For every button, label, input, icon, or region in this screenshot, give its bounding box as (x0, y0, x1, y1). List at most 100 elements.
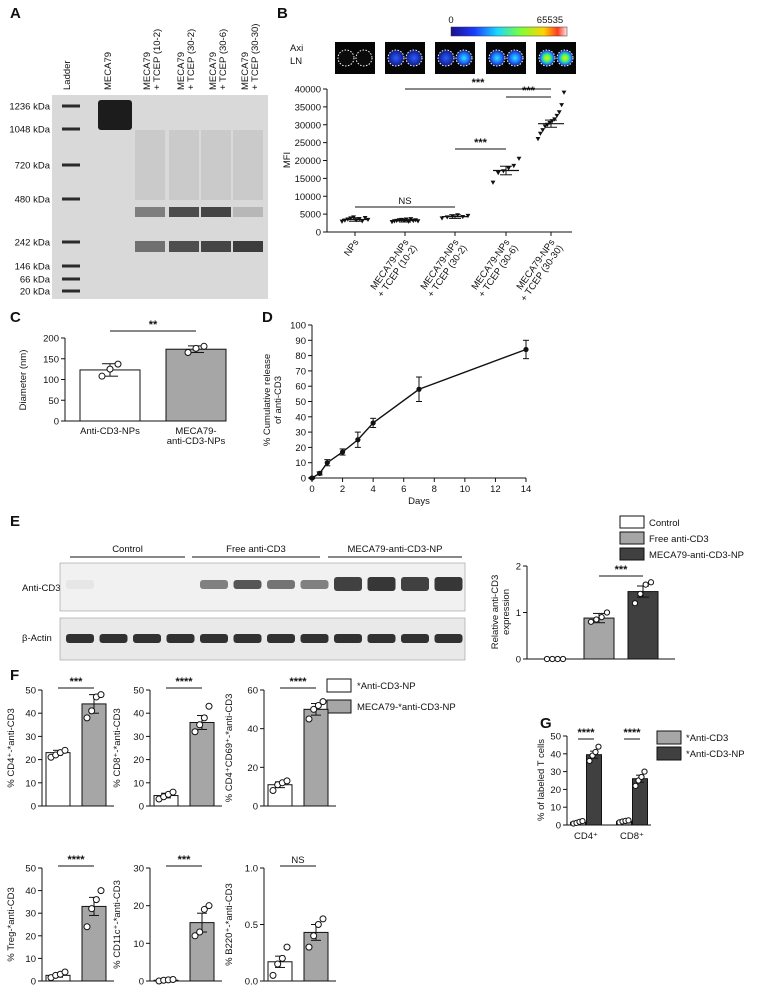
data-point-b (495, 171, 501, 176)
gel-marker-label: 242 kDa (15, 238, 51, 249)
y-tick-label-d: 0 (301, 474, 306, 485)
x-tick-label-d: 6 (401, 484, 406, 495)
y-axis-label-f2: % CD8⁺-*anti-CD3 (112, 708, 123, 787)
data-point-b (506, 166, 511, 171)
data-point-f1 (61, 746, 69, 754)
data-point-c (98, 372, 106, 380)
y-tick-label-f1: 30 (25, 732, 36, 743)
y-tick-label-b: 5000 (300, 210, 321, 221)
blot-group-label: Free anti-CD3 (226, 544, 286, 555)
data-point-f3 (269, 787, 277, 795)
significance-label-e: *** (615, 564, 629, 576)
gel-lane-label: MECA79+ TCEP (30-30) (240, 24, 261, 90)
data-point-d (324, 460, 330, 466)
y-tick-label-f5: 20 (133, 901, 144, 912)
gel-band-upper (201, 207, 231, 217)
gel-smear (135, 130, 165, 200)
y-tick-label-b: 20000 (295, 156, 321, 167)
legend-label-g: *Anti-CD3-NP (686, 749, 745, 760)
data-point-e (603, 609, 611, 616)
data-point-d (370, 420, 376, 426)
x-tick-label-b: MECA79-NPs+ TCEP (30-2) (417, 237, 469, 299)
data-point-b (439, 216, 445, 221)
blot-band-anti-cd3 (66, 580, 94, 589)
significance-label-f3: **** (289, 676, 307, 688)
data-point-e (642, 581, 649, 588)
ln-image-node (507, 50, 523, 66)
ln-image-node (388, 50, 404, 66)
y-axis-label-b: MFI (282, 152, 293, 168)
gel-marker-label: 20 kDa (20, 287, 51, 298)
data-point-f4 (83, 923, 91, 931)
data-point-b (465, 213, 471, 219)
significance-label-b: *** (474, 137, 488, 149)
blot-group-label: MECA79-anti-CD3-NP (347, 544, 442, 555)
data-point-d (416, 386, 422, 392)
ladder-band (62, 289, 80, 293)
blot-band-actin (166, 634, 195, 643)
y-tick-label-g: 0 (556, 821, 561, 832)
data-point-e (631, 600, 639, 607)
ln-image-node (438, 50, 454, 66)
blot-band-anti-cd3 (334, 577, 362, 591)
y-axis-label-f6: % B220⁺-*anti-CD3 (224, 883, 235, 966)
data-point-e (593, 616, 600, 623)
y-tick-label-g: 30 (550, 767, 561, 778)
blot-band-actin (434, 634, 463, 643)
y-tick-label-g: 10 (550, 803, 561, 814)
data-point-d (523, 346, 529, 353)
y-tick-label-b: 30000 (295, 120, 321, 131)
data-point-g (641, 768, 648, 775)
subchart-f5: 0 10 20 30 % CD11c⁺-*anti-CD3 *** (112, 854, 222, 987)
data-point-b (362, 216, 368, 221)
x-tick-label-b: MECA79-NPs+ TCEP (30-6) (468, 237, 520, 299)
data-point-d (355, 437, 361, 443)
gel-marker-label: 146 kDa (15, 262, 51, 273)
y-tick-label-d: 50 (295, 397, 306, 408)
y-tick-label-f2: 10 (133, 778, 144, 789)
data-point-e (543, 655, 551, 663)
legend-swatch-e (619, 531, 645, 545)
legend-label-e: Free anti-CD3 (649, 534, 709, 545)
data-point-e (549, 655, 556, 663)
data-point-f1 (88, 707, 96, 715)
y-tick-label-f1: 0 (31, 802, 36, 813)
data-point-f6 (274, 960, 282, 968)
data-point-f1 (83, 714, 91, 722)
blot-band-actin (233, 634, 262, 643)
gel-band-upper (233, 207, 263, 217)
blot-band-actin (267, 634, 295, 643)
y-tick-label-c: 200 (43, 334, 59, 345)
y-axis-label-g: % of labeled T cells (536, 739, 547, 821)
bar-f4 (81, 905, 107, 982)
significance-label-f6: NS (291, 855, 304, 866)
subchart-f6: 0.0 0.5 1.0 % B220⁺-*anti-CD3 NS (224, 855, 336, 987)
data-point-f5 (205, 902, 213, 910)
data-point-e (647, 579, 655, 586)
panel-label-a: A (10, 5, 21, 22)
y-axis-label-f5: % CD11c⁺-*anti-CD3 (112, 880, 123, 969)
data-point-b (540, 128, 546, 133)
y-tick-label-f1: 40 (25, 709, 36, 720)
blot-band-anti-cd3 (200, 580, 228, 589)
ln-image-outline (506, 49, 524, 67)
blot-band-anti-cd3 (401, 577, 429, 591)
y-tick-label-f6: 1.0 (245, 864, 258, 875)
x-axis-label-d: Days (408, 496, 430, 507)
data-point-g (579, 817, 586, 825)
data-point-e (559, 655, 567, 663)
data-point-c (114, 360, 122, 368)
ln-image-node (338, 50, 354, 66)
y-tick-label-d: 30 (295, 428, 306, 439)
y-tick-label-f4: 30 (25, 909, 36, 920)
gel-band-lower (233, 241, 263, 252)
y-tick-label-b: 10000 (295, 192, 321, 203)
y-tick-label-b: 25000 (295, 138, 321, 149)
significance-label-g: **** (623, 727, 641, 739)
data-point-f6 (269, 971, 277, 979)
colorbar-min: 0 (448, 15, 453, 26)
legend-swatch-e (619, 515, 645, 529)
y-tick-label-d: 60 (295, 382, 306, 393)
blot-band-actin (66, 634, 94, 643)
